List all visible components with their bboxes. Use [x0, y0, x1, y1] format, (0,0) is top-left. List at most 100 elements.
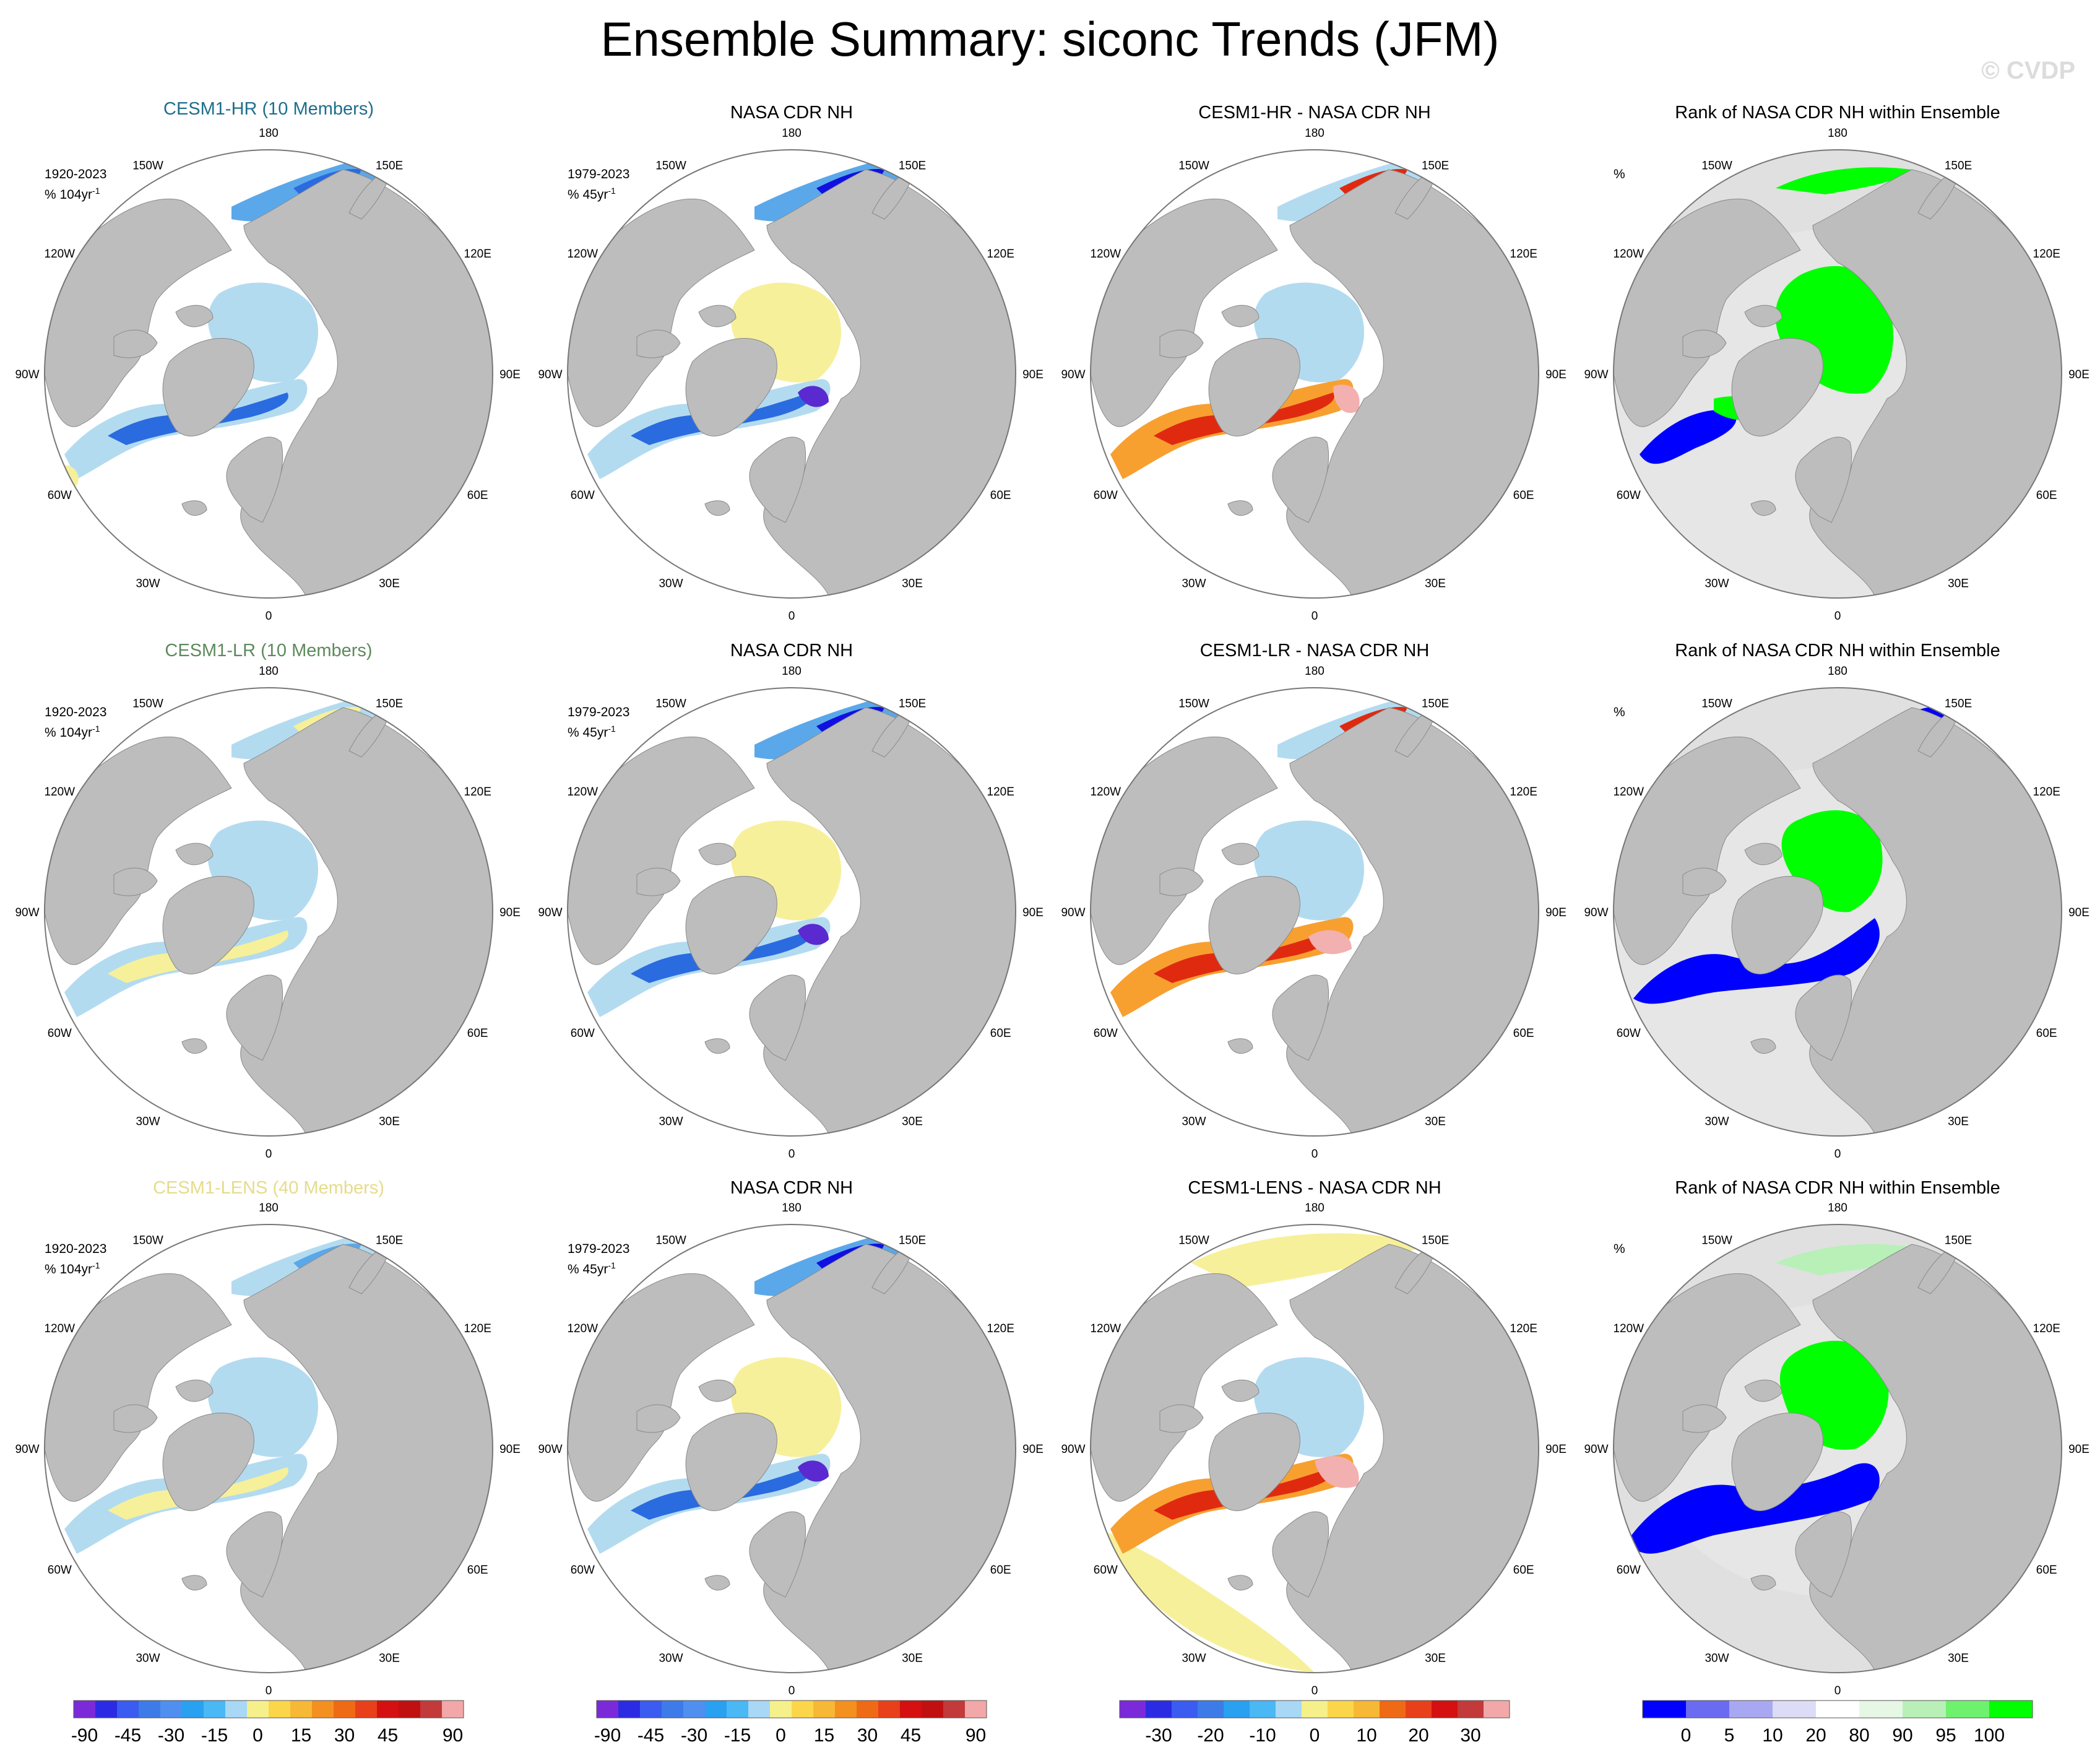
- field-region-6: [798, 1460, 829, 1482]
- lon-label-60E: 60E: [1513, 489, 1534, 502]
- colorbar-2-swatch-15: [900, 1701, 922, 1718]
- polar-map-r2-obs: 180 150E 120E 90E 60E 30E 0 30W 60W 90W 120W 150W: [538, 665, 1044, 1161]
- lon-label-180: 180: [1828, 127, 1847, 140]
- polar-map-r2-rank: 180 150E 120E 90E 60E 30E 0 30W 60W 90W 120W 150W: [1584, 665, 2089, 1161]
- lon-label-90E: 90E: [2068, 1443, 2089, 1456]
- land-mass-5: [636, 1404, 681, 1433]
- lon-label-0: 0: [266, 610, 272, 623]
- lon-label-60E: 60E: [2036, 1564, 2057, 1577]
- land-mass-3: [685, 338, 777, 436]
- lon-label-0: 0: [789, 1148, 795, 1161]
- map-boundary: [1613, 149, 2062, 599]
- colorbar-3-label-7: 30: [1460, 1725, 1480, 1746]
- land-mass-5: [1159, 867, 1204, 896]
- lon-label-120W: 120W: [44, 1322, 75, 1335]
- lon-label-60W: 60W: [1094, 489, 1118, 502]
- field-region-3: [1633, 918, 1880, 1004]
- lon-label-90W: 90W: [1584, 368, 1608, 381]
- period-units-r1-model: 1920-2023 % 104yr-1: [45, 167, 106, 203]
- lon-label-150E: 150E: [899, 697, 926, 710]
- units-label: % 104yr-1: [45, 186, 100, 202]
- lon-label-120E: 120E: [1510, 1322, 1537, 1335]
- units-label: % 104yr-1: [45, 724, 100, 740]
- colorbar-4-swatch-4: [1773, 1701, 1817, 1718]
- panel-title-r1-rank: Rank of NASA CDR NH within Ensemble: [1675, 103, 2000, 123]
- polar-map-r1-obs: 180 150E 120E 90E 60E 30E 0 30W 60W 90W 120W 150W: [538, 127, 1043, 623]
- colorbar-1-label-9: 90: [443, 1725, 463, 1746]
- colorbar-4-swatch-5: [1816, 1701, 1860, 1718]
- land-mass-7: [1750, 1575, 1776, 1591]
- lon-label-30W: 30W: [659, 578, 683, 591]
- lon-label-150E: 150E: [899, 1234, 926, 1247]
- colorbar-2-swatch-17: [943, 1701, 966, 1718]
- lon-label-90E: 90E: [499, 368, 521, 381]
- lon-label-90E: 90E: [1545, 368, 1566, 381]
- lon-label-0: 0: [1311, 610, 1318, 623]
- lon-label-150E: 150E: [1945, 1234, 1972, 1247]
- lon-label-30W: 30W: [136, 1116, 160, 1129]
- lon-label-30E: 30E: [1425, 578, 1446, 591]
- colorbar-1-swatch-2: [95, 1701, 118, 1718]
- lon-label-120W: 120W: [1613, 1322, 1644, 1335]
- lon-label-180: 180: [1305, 665, 1324, 678]
- colorbar-1-swatch-1: [74, 1701, 96, 1718]
- lon-label-90E: 90E: [1022, 906, 1044, 919]
- lon-label-90W: 90W: [1584, 1443, 1608, 1456]
- lon-label-60E: 60E: [467, 1564, 488, 1577]
- colorbar-1-swatch-7: [204, 1701, 226, 1718]
- colorbar-1-swatch-17: [420, 1701, 443, 1718]
- land-mass-6: [175, 1379, 214, 1402]
- lon-label-90W: 90W: [538, 1443, 562, 1456]
- map-boundary: [567, 687, 1016, 1137]
- lon-label-30W: 30W: [659, 1116, 683, 1129]
- lon-label-90E: 90E: [1545, 906, 1566, 919]
- colorbar-2-swatch-6: [705, 1701, 727, 1718]
- lon-label-30E: 30E: [902, 578, 923, 591]
- lon-label-60W: 60W: [48, 489, 72, 502]
- field-region-1: [1091, 1523, 1315, 1673]
- land-mass-2: [1272, 1511, 1329, 1598]
- colorbar-4-label-5: 80: [1849, 1725, 1869, 1746]
- lon-label-30W: 30W: [659, 1652, 683, 1665]
- colorbar-2-swatch-12: [835, 1701, 857, 1718]
- panel-title-r3-obs: NASA CDR NH: [730, 1178, 853, 1198]
- polar-map-r1-rank: 180 150E 120E 90E 60E 30E 0 30W 60W 90W 120W 150W: [1584, 127, 2089, 623]
- lon-label-180: 180: [1305, 127, 1324, 140]
- colorbar-2-swatch-10: [792, 1701, 814, 1718]
- colorbar-frame: [1642, 1700, 2033, 1718]
- map-boundary: [1090, 149, 1539, 599]
- colorbar-1-swatch-12: [312, 1701, 334, 1718]
- lon-label-30W: 30W: [1705, 1116, 1729, 1129]
- lon-label-90E: 90E: [1545, 1443, 1566, 1456]
- colorbar-2-label-8: 45: [901, 1725, 921, 1746]
- lon-label-180: 180: [259, 127, 279, 140]
- map-boundary: [1090, 1224, 1539, 1673]
- colorbar-3-swatch-6: [1250, 1701, 1276, 1718]
- lon-label-60W: 60W: [571, 1027, 595, 1040]
- colorbar-2-label-3: -30: [681, 1725, 707, 1746]
- colorbar-2-swatch-2: [618, 1701, 641, 1718]
- lon-label-150W: 150W: [655, 697, 686, 710]
- colorbar-1-swatch-13: [334, 1701, 356, 1718]
- land-mass-3: [1731, 338, 1823, 436]
- colorbar-3-label-4: 0: [1310, 1725, 1320, 1746]
- colorbar-3-swatch-10: [1354, 1701, 1380, 1718]
- lon-label-120E: 120E: [2033, 1322, 2060, 1335]
- period-label: 1979-2023: [568, 705, 630, 719]
- lon-label-0: 0: [789, 610, 795, 623]
- lon-label-30W: 30W: [1705, 578, 1729, 591]
- land-mass-5: [1159, 329, 1204, 358]
- colorbar-2-swatch-5: [683, 1701, 706, 1718]
- period-units-r2-rank: %: [1614, 704, 1625, 721]
- colorbar-4-label-7: 95: [1935, 1725, 1956, 1746]
- colorbar-3-label-5: 10: [1356, 1725, 1376, 1746]
- lon-label-60E: 60E: [1513, 1027, 1534, 1040]
- colorbar-1-swatch-5: [160, 1701, 183, 1718]
- lon-label-150E: 150E: [376, 159, 403, 172]
- units-label: % 45yr-1: [568, 186, 616, 202]
- lon-label-150W: 150W: [1701, 697, 1732, 710]
- panel-title-r3-diff: CESM1-LENS - NASA CDR NH: [1188, 1178, 1441, 1198]
- lon-label-90E: 90E: [2068, 906, 2089, 919]
- field-region-3: [1640, 410, 1737, 464]
- lon-label-120W: 120W: [44, 248, 75, 261]
